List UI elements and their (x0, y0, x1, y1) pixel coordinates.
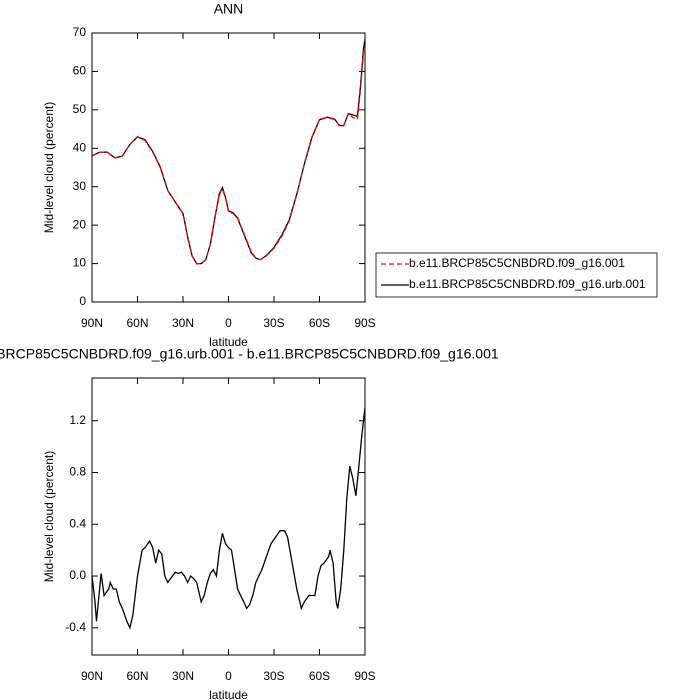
x-tick-label: 30N (172, 316, 194, 330)
y-axis-label: Mid-level cloud (percent) (42, 451, 56, 582)
y-tick-label: 70 (73, 25, 87, 39)
plot-frame (91, 32, 366, 303)
x-axis-label: latitude (209, 688, 248, 700)
legend-box (375, 252, 658, 298)
y-tick-label: 20 (73, 217, 87, 231)
data-line (91, 39, 366, 265)
x-tick-label: 90S (354, 316, 375, 330)
y-tick-label: 40 (73, 140, 87, 154)
x-tick-label: 30S (263, 316, 284, 330)
legend-label: b.e11.BRCP85C5CNBDRD.f09_g16.urb.001 (409, 277, 646, 291)
x-tick-label: 0 (225, 316, 232, 330)
y-tick-label: 50 (73, 102, 87, 116)
x-tick-label: 90N (81, 316, 103, 330)
y-tick-label: -0.4 (65, 620, 86, 634)
y-tick-label: 1.2 (69, 413, 86, 427)
legend-label: b.e11.BRCP85C5CNBDRD.f09_g16.001 (409, 256, 625, 270)
x-tick-label: 60S (309, 316, 330, 330)
data-line (91, 44, 366, 265)
y-tick-label: 0.4 (69, 516, 86, 530)
x-tick-label: 30S (263, 669, 284, 683)
x-tick-label: 90N (81, 669, 103, 683)
x-tick-label: 0 (225, 669, 232, 683)
y-tick-label: 30 (73, 179, 87, 193)
y-tick-label: 10 (73, 256, 87, 270)
y-tick-label: 0 (79, 294, 86, 308)
y-axis-label: Mid-level cloud (percent) (42, 102, 56, 233)
y-tick-label: 0.0 (69, 568, 86, 582)
y-tick-label: 60 (73, 64, 87, 78)
chart-title: b.e11.BRCP85C5CNBDRD.f09_g16.urb.001 - b… (0, 346, 499, 362)
x-tick-label: 90S (354, 669, 375, 683)
y-tick-label: 0.8 (69, 465, 86, 479)
x-axis-label: latitude (209, 335, 248, 349)
x-tick-label: 60N (126, 316, 148, 330)
chart-title: ANN (214, 1, 244, 17)
plot-frame (91, 377, 366, 656)
x-tick-label: 60N (126, 669, 148, 683)
data-line (91, 407, 366, 630)
x-tick-label: 60S (309, 669, 330, 683)
x-tick-label: 30N (172, 669, 194, 683)
